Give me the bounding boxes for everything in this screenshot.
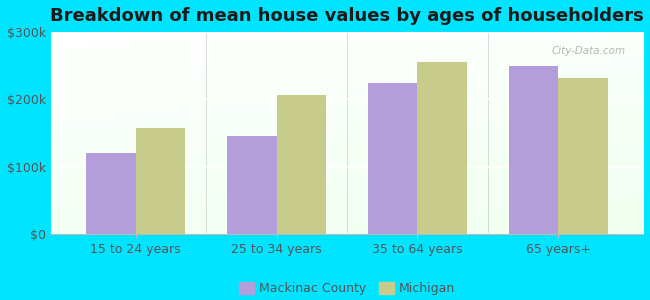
Bar — [276, 95, 326, 234]
Bar — [417, 62, 467, 234]
Bar — [135, 128, 185, 234]
Bar — [227, 136, 276, 234]
Bar — [509, 66, 558, 234]
Bar — [86, 153, 135, 234]
Text: City-Data.com: City-Data.com — [551, 46, 625, 56]
Bar — [368, 82, 417, 234]
Bar — [558, 78, 608, 234]
Title: Breakdown of mean house values by ages of householders: Breakdown of mean house values by ages o… — [50, 7, 644, 25]
Legend: Mackinac County, Michigan: Mackinac County, Michigan — [234, 277, 460, 300]
